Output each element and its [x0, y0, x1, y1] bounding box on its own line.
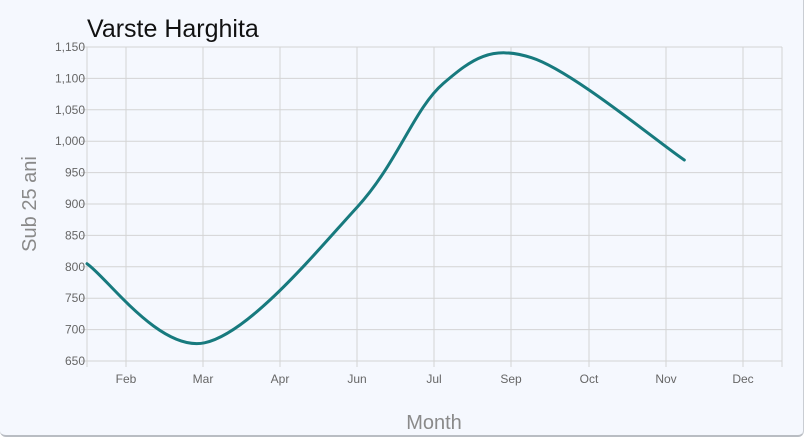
y-tick-label: 1,000	[55, 134, 85, 148]
y-tick-label: 1,100	[55, 71, 85, 85]
x-tick-label: Mar	[193, 372, 214, 386]
x-axis-tick-labels: Feb Mar Apr Jun Jul Sep Oct Nov Dec	[116, 372, 754, 386]
series-line	[85, 51, 686, 346]
y-tick-label: 1,050	[55, 103, 85, 117]
y-tick-label: 950	[65, 166, 85, 180]
x-tick-label: Sep	[500, 372, 522, 386]
y-tick-label: 900	[65, 197, 85, 211]
x-tick-label: Dec	[732, 372, 753, 386]
x-tick-label: Feb	[116, 372, 137, 386]
y-tick-label: 700	[65, 323, 85, 337]
chart-title: Varste Harghita	[87, 15, 259, 43]
y-tick-label: 650	[65, 354, 85, 368]
x-tick-label: Jul	[426, 372, 441, 386]
y-tick-label: 1,150	[55, 40, 85, 54]
y-axis-tick-labels: 650 700 750 800 850 900 950 1,000 1,050 1,100 1,15…	[55, 40, 85, 368]
x-tick-label: Nov	[655, 372, 676, 386]
x-tick-label: Jun	[347, 372, 366, 386]
y-tick-label: 850	[65, 228, 85, 242]
x-tick-label: Apr	[271, 372, 290, 386]
y-tick-label: 800	[65, 260, 85, 274]
chart-gridlines	[81, 46, 783, 367]
y-tick-label: 750	[65, 291, 85, 305]
x-tick-label: Oct	[580, 372, 599, 386]
x-axis-title: Month	[406, 412, 462, 434]
y-axis-title: Sub 25 ani	[19, 156, 41, 252]
